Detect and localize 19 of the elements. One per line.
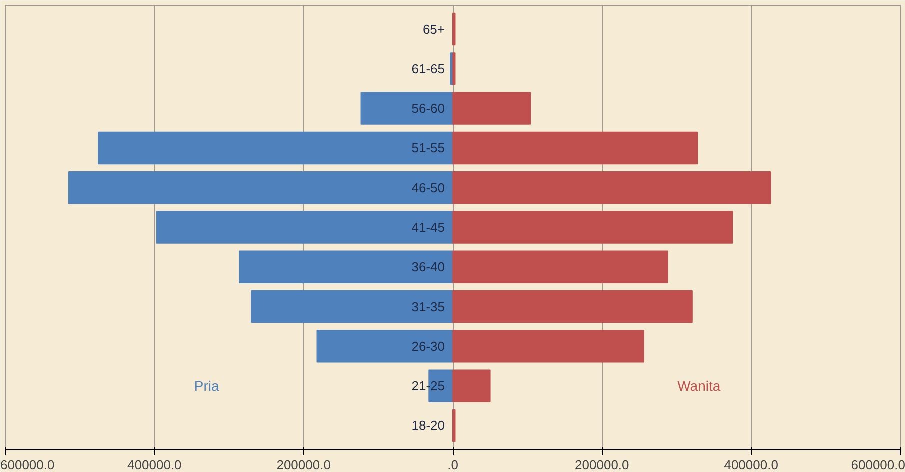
y-tick-label: 51-55 bbox=[412, 140, 445, 156]
text: Wanita bbox=[678, 378, 721, 394]
y-tick-label: 18-20 bbox=[412, 418, 445, 434]
x-tick-label: 600000.0 bbox=[0, 458, 55, 472]
x-tick-label: 600000.0 bbox=[851, 458, 905, 472]
x-tick-label: 400000.0 bbox=[724, 458, 778, 472]
x-tick-label: .0 bbox=[448, 458, 458, 472]
x-tick-label: 200000.0 bbox=[575, 458, 630, 472]
y-tick-label: 31-35 bbox=[412, 299, 445, 314]
x-tick-label: 200000.0 bbox=[276, 458, 331, 472]
y-tick-label: 46-50 bbox=[412, 180, 445, 196]
y-tick-label: 41-45 bbox=[412, 220, 445, 235]
y-tick-label: 65+ bbox=[422, 22, 446, 37]
text: Pria bbox=[194, 378, 220, 394]
y-tick-label: 36-40 bbox=[412, 260, 445, 275]
x-tick-label: 400000.0 bbox=[128, 458, 182, 472]
y-tick-label: 61-65 bbox=[412, 61, 445, 76]
y-tick-label: 26-30 bbox=[412, 338, 445, 354]
y-tick-label: 56-60 bbox=[412, 101, 445, 116]
